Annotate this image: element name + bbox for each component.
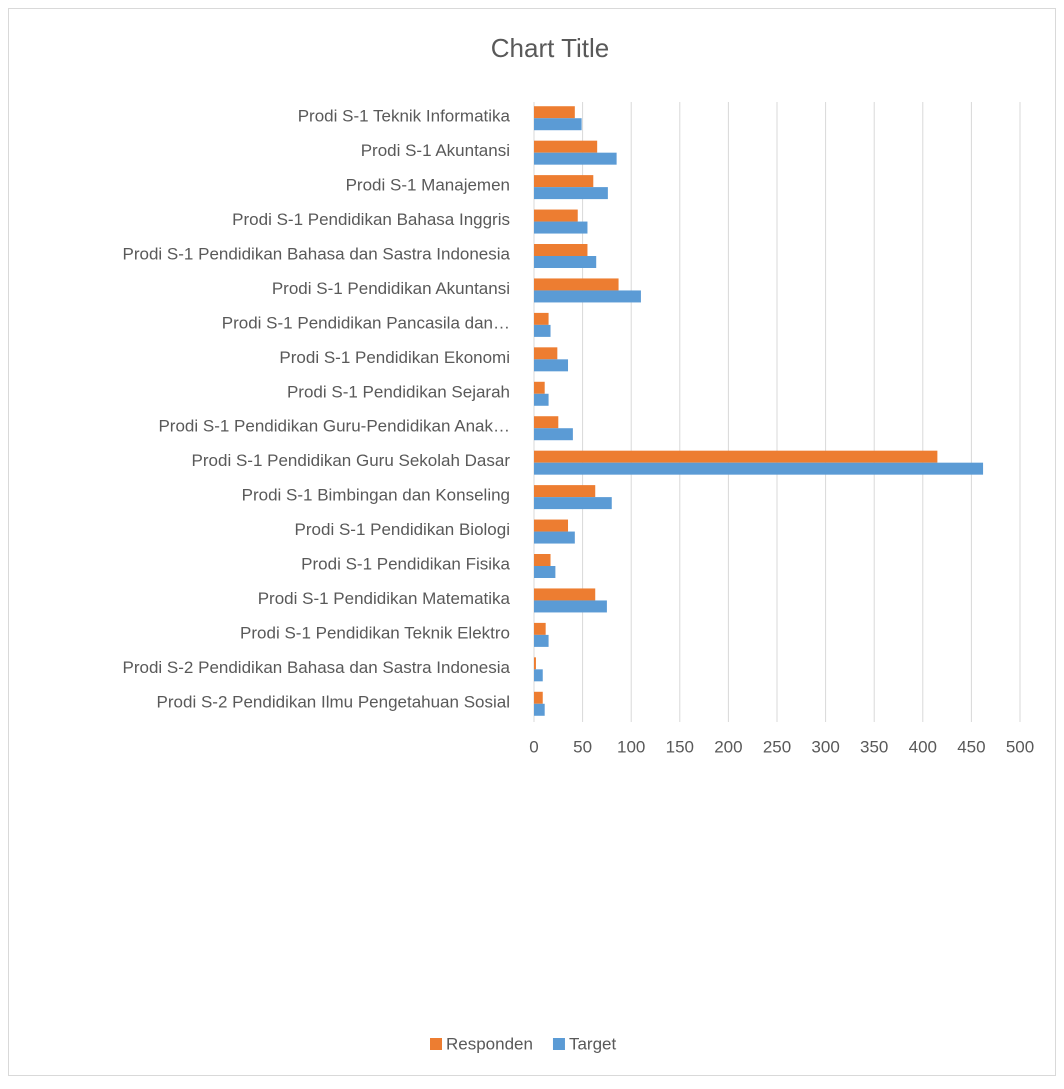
x-tick-label: 350 [860, 737, 888, 756]
y-tick-label: Prodi S-1 Pendidikan Teknik Elektro [240, 623, 510, 642]
y-tick-label: Prodi S-1 Teknik Informatika [298, 107, 511, 126]
y-tick-label: Prodi S-2 Pendidikan Bahasa dan Sastra I… [123, 658, 511, 677]
bar [534, 657, 536, 670]
x-tick-label: 100 [617, 737, 645, 756]
y-tick-label: Prodi S-1 Pendidikan Fisika [301, 554, 510, 573]
y-tick-label: Prodi S-1 Pendidikan Sejarah [287, 382, 510, 401]
bar [534, 485, 596, 498]
chart-title: Chart Title [491, 33, 610, 63]
y-tick-label: Prodi S-2 Pendidikan Ilmu Pengetahuan So… [157, 692, 510, 711]
y-tick-label: Prodi S-1 Pendidikan Akuntansi [272, 279, 510, 298]
bar [534, 256, 597, 268]
bar [534, 669, 543, 682]
y-tick-label: Prodi S-1 Bimbingan dan Konseling [242, 486, 510, 505]
x-tick-label: 500 [1006, 737, 1034, 756]
legend-swatch [430, 1038, 442, 1050]
bar [534, 703, 545, 716]
bar [534, 347, 558, 360]
bar [534, 634, 549, 647]
legend-label: Responden [446, 1034, 533, 1053]
x-tick-label: 250 [763, 737, 791, 756]
bar [534, 324, 551, 337]
bar [534, 278, 619, 291]
bar [534, 566, 556, 578]
bar [534, 106, 575, 119]
y-tick-label: Prodi S-1 Pendidikan Matematika [258, 589, 511, 608]
y-tick-label: Prodi S-1 Pendidikan Ekonomi [279, 348, 510, 367]
bar [534, 531, 575, 544]
y-tick-label: Prodi S-1 Pendidikan Guru Sekolah Dasar [192, 451, 511, 470]
y-tick-label: Prodi S-1 Akuntansi [361, 141, 510, 160]
bar [534, 140, 598, 153]
bar [534, 462, 984, 475]
bar [534, 428, 573, 441]
bar [534, 393, 549, 406]
bar [534, 450, 938, 463]
y-tick-label: Prodi S-1 Pendidikan Guru-Pendidikan Ana… [158, 417, 510, 436]
bar [534, 244, 588, 256]
bar [534, 175, 594, 188]
bar [534, 312, 549, 325]
x-tick-label: 0 [529, 737, 538, 756]
x-tick-label: 450 [957, 737, 985, 756]
y-tick-label: Prodi S-1 Pendidikan Bahasa dan Sastra I… [123, 244, 511, 263]
y-tick-label: Prodi S-1 Manajemen [346, 176, 510, 195]
bar [534, 554, 551, 566]
bar [534, 221, 588, 234]
bar [534, 209, 578, 222]
y-tick-label: Prodi S-1 Pendidikan Pancasila dan… [222, 313, 510, 332]
bar [534, 519, 569, 532]
bar [534, 359, 569, 372]
bar [534, 290, 641, 303]
y-tick-label: Prodi S-1 Pendidikan Biologi [295, 520, 510, 539]
y-tick-label: Prodi S-1 Pendidikan Bahasa Inggris [232, 210, 510, 229]
bar [534, 691, 543, 704]
legend-label: Target [569, 1034, 617, 1053]
bar [534, 622, 546, 635]
x-tick-label: 200 [714, 737, 742, 756]
x-tick-label: 400 [909, 737, 937, 756]
x-tick-label: 50 [573, 737, 592, 756]
bar [534, 381, 545, 394]
bar [534, 416, 559, 429]
bar [534, 497, 612, 510]
bar [534, 152, 617, 165]
x-tick-label: 150 [666, 737, 694, 756]
x-tick-label: 300 [811, 737, 839, 756]
bar [534, 118, 582, 131]
bar [534, 600, 607, 613]
legend-swatch [552, 1038, 565, 1050]
chart-frame [8, 8, 1056, 1076]
bar [534, 588, 596, 601]
bar [534, 187, 608, 200]
